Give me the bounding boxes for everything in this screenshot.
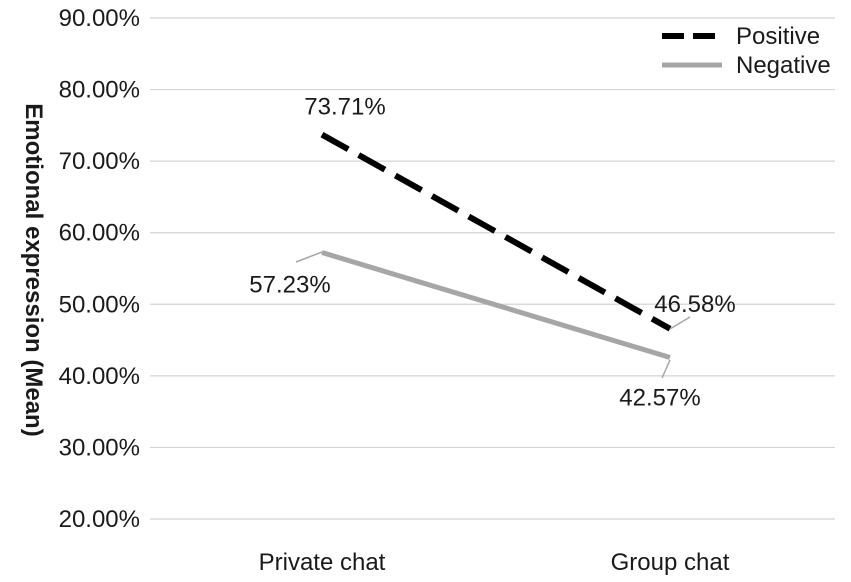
data-label: 57.23% [249, 272, 330, 299]
y-axis-title: Emotional expression (Mean) [20, 103, 47, 436]
legend-label-negative: Negative [736, 52, 831, 79]
y-tick-label: 50.00% [59, 291, 140, 318]
series-line-positive [320, 131, 672, 332]
data-label-leader [669, 316, 691, 330]
y-tick-label: 90.00% [59, 5, 140, 32]
x-axis-ticks: Private chat Group chat [259, 549, 730, 576]
series-lines [320, 131, 672, 360]
y-tick-label: 40.00% [59, 363, 140, 390]
x-tick-label: Private chat [259, 549, 386, 576]
data-labels: 73.71% 46.58% 57.23% 42.57% [249, 94, 735, 412]
gridlines [150, 17, 835, 520]
series-line-negative [321, 250, 671, 360]
y-axis-ticks: 20.00% 30.00% 40.00% 50.00% 60.00% 70.00% 80.0… [59, 5, 140, 533]
y-tick-label: 20.00% [59, 506, 140, 533]
data-label-leader [661, 359, 671, 379]
data-label: 73.71% [304, 94, 385, 121]
y-tick-label: 60.00% [59, 220, 140, 247]
x-tick-label: Group chat [611, 549, 730, 576]
y-tick-label: 30.00% [59, 434, 140, 461]
legend-label-positive: Positive [736, 23, 820, 50]
data-label: 42.57% [619, 384, 700, 411]
y-tick-label: 80.00% [59, 77, 140, 104]
y-tick-label: 70.00% [59, 148, 140, 175]
data-label-leader [295, 251, 323, 263]
data-label: 46.58% [654, 291, 735, 318]
